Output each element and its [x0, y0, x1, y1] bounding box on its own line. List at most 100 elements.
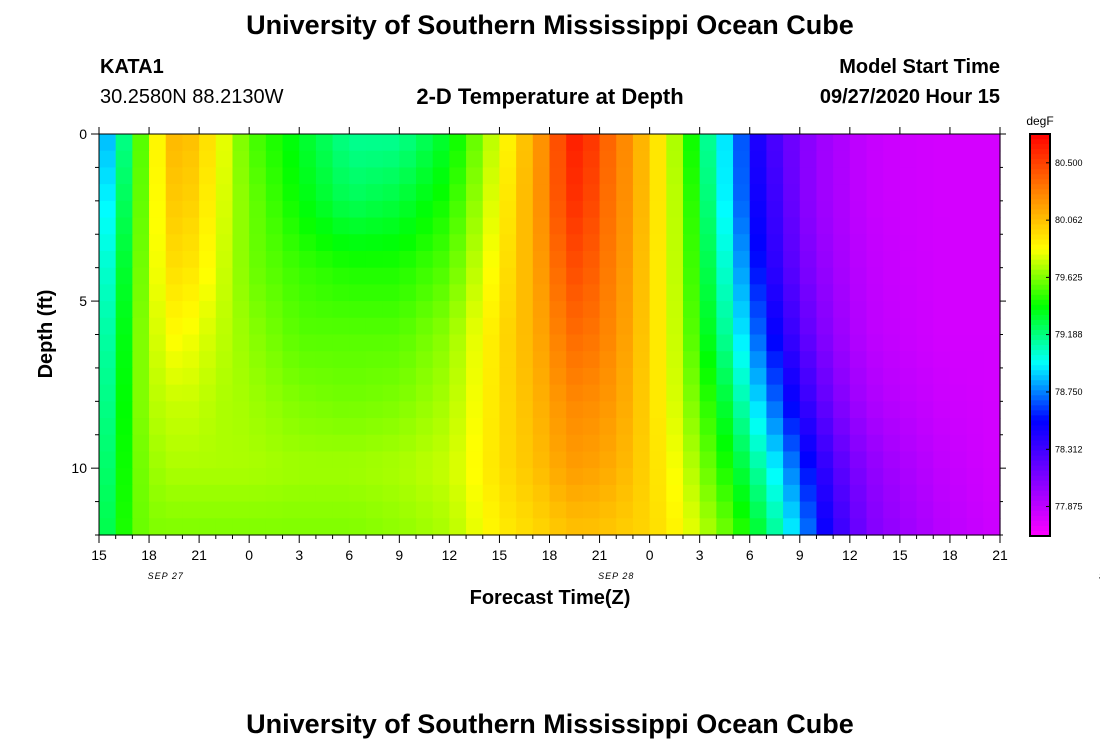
heatmap-cell	[799, 484, 818, 503]
heatmap-cell	[482, 200, 501, 219]
colorbar-segment	[1030, 430, 1050, 437]
heatmap-cell	[282, 200, 300, 219]
heatmap-cell	[499, 384, 517, 402]
heatmap-cell	[933, 150, 951, 169]
heatmap-cell	[232, 484, 250, 503]
heatmap-cell	[182, 518, 200, 536]
heatmap-cell	[799, 384, 818, 402]
heatmap-cell	[766, 484, 784, 503]
heatmap-cell	[866, 134, 884, 152]
heatmap-cell	[716, 301, 734, 319]
heatmap-cell	[699, 484, 717, 503]
heatmap-cell	[399, 401, 417, 419]
heatmap-cell	[249, 134, 267, 152]
heatmap-cell	[866, 317, 884, 336]
heatmap-cell	[332, 167, 350, 185]
heatmap-cell	[99, 167, 117, 185]
heatmap-cell	[249, 184, 267, 202]
heatmap-cell	[99, 284, 117, 302]
heatmap-cell	[949, 234, 968, 252]
heatmap-cells	[99, 134, 1001, 536]
colorbar-segment	[1030, 420, 1050, 427]
heatmap-cell	[849, 451, 868, 469]
heatmap-cell	[966, 334, 984, 352]
heatmap-cell	[566, 418, 584, 436]
heatmap-cell	[349, 150, 367, 169]
heatmap-cell	[816, 518, 834, 536]
colorbar-segment	[1030, 370, 1050, 376]
heatmap-cell	[582, 301, 601, 319]
heatmap-cell	[833, 334, 851, 352]
heatmap-cell	[849, 200, 868, 219]
heatmap-cell	[799, 284, 818, 302]
heatmap-cell	[566, 250, 584, 269]
heatmap-cell	[382, 367, 400, 386]
heatmap-cell	[466, 301, 484, 319]
heatmap-cell	[716, 451, 734, 469]
heatmap-cell	[849, 167, 868, 185]
heatmap-cell	[516, 267, 534, 285]
heatmap-cell	[549, 484, 567, 503]
heatmap-cell	[516, 418, 534, 436]
heatmap-cell	[349, 317, 367, 336]
heatmap-cell	[399, 217, 417, 235]
x-tick-label: 12	[842, 547, 858, 563]
heatmap-cell	[766, 301, 784, 319]
heatmap-cell	[833, 401, 851, 419]
heatmap-cell	[883, 501, 901, 519]
heatmap-cell	[599, 351, 617, 369]
x-tick-label: 21	[992, 547, 1008, 563]
heatmap-cell	[616, 484, 634, 503]
heatmap-cell	[916, 484, 934, 503]
heatmap-cell	[682, 200, 701, 219]
heatmap-cell	[816, 200, 834, 219]
heatmap-cell	[632, 167, 651, 185]
heatmap-cell	[582, 150, 601, 169]
heatmap-cell	[749, 301, 768, 319]
heatmap-cell	[949, 468, 968, 486]
heatmap-cell	[499, 484, 517, 503]
heatmap-cell	[883, 351, 901, 369]
heatmap-cell	[115, 468, 133, 486]
colorbar-segment	[1030, 184, 1050, 190]
x-tick-label: 6	[746, 547, 754, 563]
heatmap-cell	[432, 234, 450, 252]
heatmap-cell	[766, 184, 784, 202]
heatmap-cell	[966, 217, 984, 235]
heatmap-cell	[115, 351, 133, 369]
heatmap-cell	[582, 418, 601, 436]
heatmap-cell	[649, 484, 667, 503]
heatmap-cell	[582, 484, 601, 503]
heatmap-cell	[783, 367, 801, 386]
colorbar: 80.500 80.062 79.625 79.188 78.750 78.312 77.8…	[1029, 133, 1083, 537]
heatmap-cell	[949, 418, 968, 436]
heatmap-cell	[833, 468, 851, 486]
heatmap-cell	[482, 134, 501, 152]
colorbar-tick-label: 78.750	[1055, 387, 1083, 397]
heatmap-cell	[416, 267, 434, 285]
heatmap-cell	[182, 234, 200, 252]
heatmap-cell	[983, 451, 1001, 469]
heatmap-cell	[115, 367, 133, 386]
heatmap-cell	[816, 134, 834, 152]
heatmap-cell	[582, 518, 601, 536]
heatmap-cell	[349, 334, 367, 352]
heatmap-cell	[616, 217, 634, 235]
heatmap-cell	[382, 200, 400, 219]
heatmap-cell	[549, 418, 567, 436]
heatmap-cell	[132, 150, 150, 169]
heatmap-cell	[499, 418, 517, 436]
heatmap-cell	[983, 367, 1001, 386]
heatmap-cell	[899, 250, 918, 269]
heatmap-cell	[282, 167, 300, 185]
heatmap-cell	[632, 451, 651, 469]
heatmap-cell	[249, 317, 267, 336]
heatmap-cell	[115, 267, 133, 285]
heatmap-cell	[399, 434, 417, 453]
heatmap-cell	[816, 284, 834, 302]
heatmap-cell	[149, 234, 167, 252]
heatmap-cell	[933, 301, 951, 319]
heatmap-cell	[382, 334, 400, 352]
heatmap-cell	[816, 451, 834, 469]
